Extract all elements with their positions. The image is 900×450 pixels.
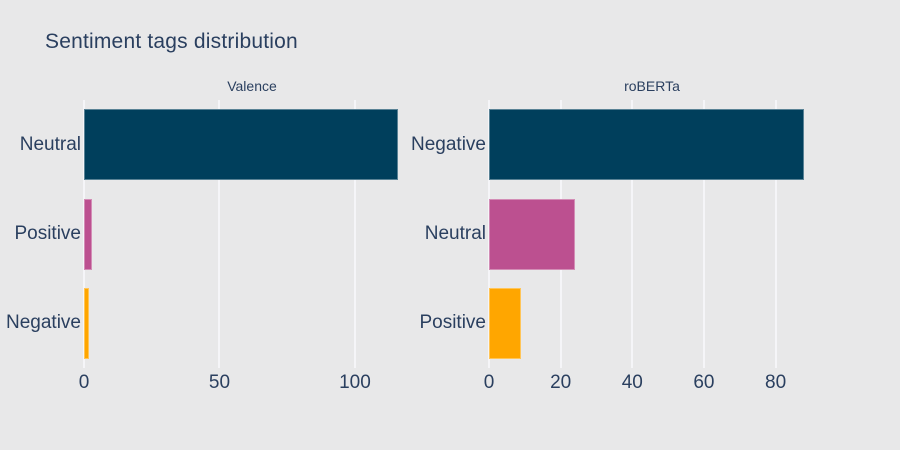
x-tick-label: 0 <box>483 372 495 393</box>
chart-title: Sentiment tags distribution <box>45 30 298 53</box>
x-tick-label: 50 <box>208 372 231 393</box>
facet-title-roberta: roBERTa <box>624 78 680 94</box>
y-tick-label: Negative <box>6 312 81 334</box>
x-tick-label: 100 <box>339 372 371 393</box>
gridline <box>353 100 356 368</box>
y-tick-label: Negative <box>411 133 486 155</box>
bar-positive[interactable] <box>489 287 522 359</box>
gridline <box>631 100 634 368</box>
y-tick-label: Positive <box>419 312 486 334</box>
gridline <box>774 100 777 368</box>
bar-neutral[interactable] <box>84 109 399 181</box>
bar-positive[interactable] <box>84 198 93 270</box>
x-tick-label: 80 <box>765 372 787 393</box>
x-tick-label: 60 <box>693 372 715 393</box>
bar-negative[interactable] <box>84 287 90 359</box>
x-tick-label: 20 <box>550 372 572 393</box>
subplot-valence: Valence 0 50 100 Neutral Positive Negative <box>6 78 420 393</box>
facet-title-valence: Valence <box>227 78 277 94</box>
y-tick-label: Neutral <box>19 133 81 155</box>
bar-negative[interactable] <box>489 109 805 181</box>
bar-neutral[interactable] <box>489 198 575 270</box>
x-tick-label: 40 <box>621 372 643 393</box>
subplot-roberta: roBERTa 0 20 40 60 80 Negative Neutral Positive <box>411 78 815 393</box>
x-tick-label: 0 <box>78 372 90 393</box>
gridline <box>218 100 221 368</box>
gridline <box>702 100 705 368</box>
y-tick-label: Positive <box>14 223 81 244</box>
y-tick-label: Neutral <box>424 223 486 244</box>
